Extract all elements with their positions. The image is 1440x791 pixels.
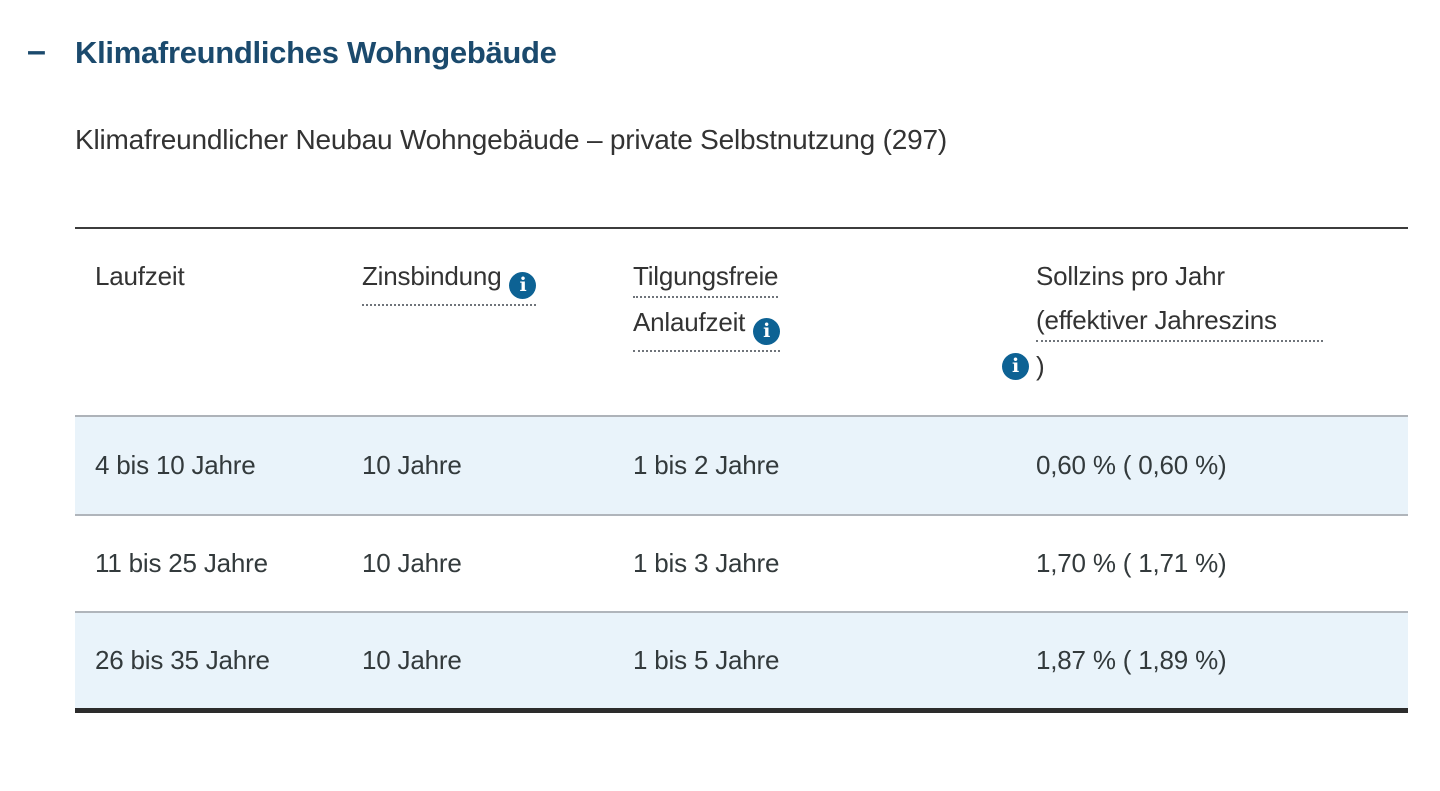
cell-zinsbindung: 10 Jahre (362, 548, 462, 578)
column-header-tilgungsfreie-anlaufzeit: Tilgungsfreie Anlaufzeit i (633, 261, 1036, 415)
info-icon-anlaufzeit[interactable]: i (753, 318, 781, 345)
column-header-tilgungsfreie-line2: Anlaufzeit (633, 307, 746, 337)
table-row: 11 bis 25 Jahre 10 Jahre 1 bis 3 Jahre 1… (75, 514, 1408, 611)
accordion-section-header[interactable]: – Klimafreundliches Wohngebäude (27, 34, 1440, 70)
cell-anlaufzeit: 1 bis 3 Jahre (633, 548, 780, 578)
column-header-laufzeit-label: Laufzeit (95, 261, 185, 291)
column-header-sollzins: Sollzins pro Jahr (effektiver Jahreszins… (1002, 261, 1408, 415)
column-header-tilgungsfreie-line1: Tilgungsfreie (633, 261, 779, 291)
cell-sollzins: 1,70 % ( 1,71 %) (1036, 548, 1227, 578)
cell-anlaufzeit: 1 bis 2 Jahre (633, 450, 780, 480)
table-row: 4 bis 10 Jahre 10 Jahre 1 bis 2 Jahre 0,… (75, 417, 1408, 514)
collapse-minus-icon[interactable]: – (27, 32, 46, 70)
cell-sollzins: 1,87 % ( 1,89 %) (1036, 645, 1227, 675)
program-title: Klimafreundlicher Neubau Wohngebäude – p… (75, 124, 947, 155)
column-header-zinsbindung: Zinsbindung i (362, 261, 633, 415)
section-title[interactable]: Klimafreundliches Wohngebäude (75, 35, 557, 70)
column-header-laufzeit: Laufzeit (75, 261, 362, 415)
tooltip-term-zinsbindung[interactable]: Zinsbindung i (362, 261, 537, 306)
interest-rate-table: Laufzeit Zinsbindung i Tilgungsfreie (75, 227, 1408, 713)
table-row: 26 bis 35 Jahre 10 Jahre 1 bis 5 Jahre 1… (75, 611, 1408, 708)
info-icon-zinsbindung[interactable]: i (509, 272, 537, 299)
info-icon-sollzins[interactable]: i (1002, 352, 1029, 380)
tooltip-term-tilgungsfreie[interactable]: Tilgungsfreie (633, 261, 778, 298)
column-header-zinsbindung-label: Zinsbindung (362, 261, 502, 291)
tooltip-term-effektiver-jahreszins[interactable]: (effektiver Jahreszins (1036, 305, 1323, 342)
cell-sollzins: 0,60 % ( 0,60 %) (1036, 450, 1227, 480)
tooltip-term-anlaufzeit[interactable]: Anlaufzeit i (633, 307, 781, 352)
column-header-sollzins-line3: ) (1036, 351, 1045, 381)
cell-anlaufzeit: 1 bis 5 Jahre (633, 645, 780, 675)
column-header-sollzins-line1: Sollzins pro Jahr (1036, 261, 1225, 291)
page-content: – Klimafreundliches Wohngebäude Klimafre… (27, 34, 1440, 713)
cell-laufzeit: 4 bis 10 Jahre (95, 450, 256, 480)
cell-laufzeit: 26 bis 35 Jahre (95, 645, 270, 675)
table-header-row: Laufzeit Zinsbindung i Tilgungsfreie (75, 229, 1408, 417)
cell-laufzeit: 11 bis 25 Jahre (95, 548, 268, 578)
cell-zinsbindung: 10 Jahre (362, 450, 462, 480)
cell-zinsbindung: 10 Jahre (362, 645, 462, 675)
